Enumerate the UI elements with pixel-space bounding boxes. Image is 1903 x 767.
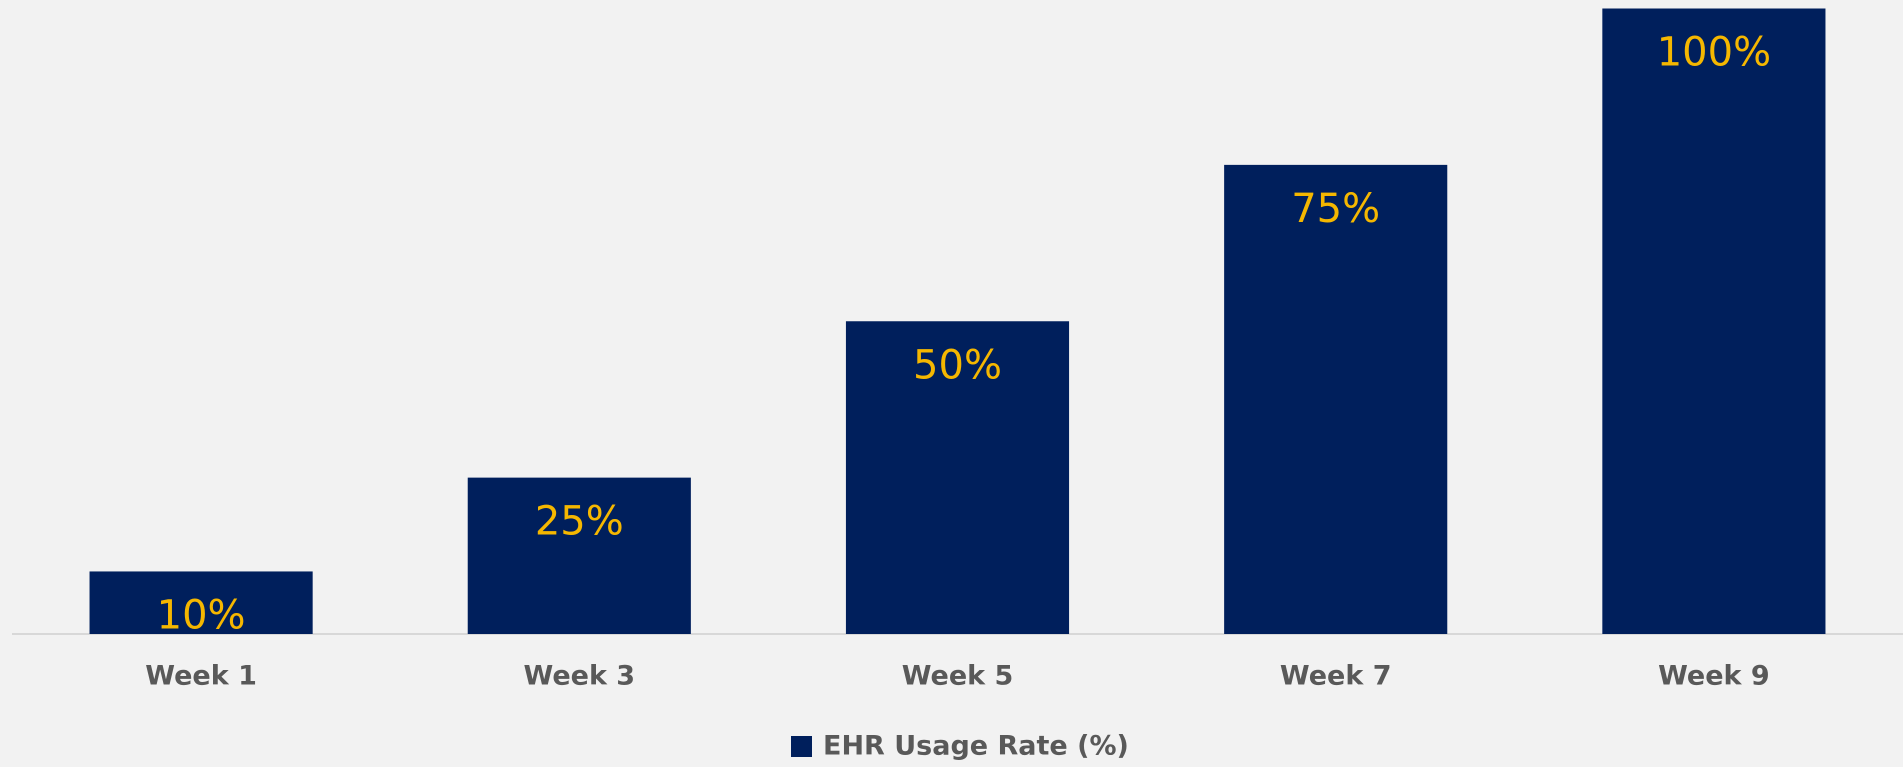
x-tick-label: Week 5: [902, 661, 1014, 692]
data-label: 25%: [535, 499, 624, 545]
legend-swatch: [791, 736, 812, 757]
data-label: 75%: [1291, 186, 1380, 232]
x-tick-label: Week 7: [1280, 661, 1392, 692]
bar: [89, 571, 313, 634]
x-tick-label: Week 3: [524, 661, 636, 692]
x-tick-label: Week 1: [145, 661, 257, 692]
bar: [1224, 164, 1448, 634]
bar: [1602, 8, 1826, 634]
bar: [467, 477, 691, 634]
data-label: 10%: [157, 592, 246, 638]
bar: [845, 321, 1070, 634]
data-label: 50%: [913, 342, 1002, 388]
legend-label: EHR Usage Rate (%): [823, 731, 1129, 762]
data-label: 100%: [1657, 30, 1771, 76]
x-tick-label: Week 9: [1658, 661, 1770, 692]
